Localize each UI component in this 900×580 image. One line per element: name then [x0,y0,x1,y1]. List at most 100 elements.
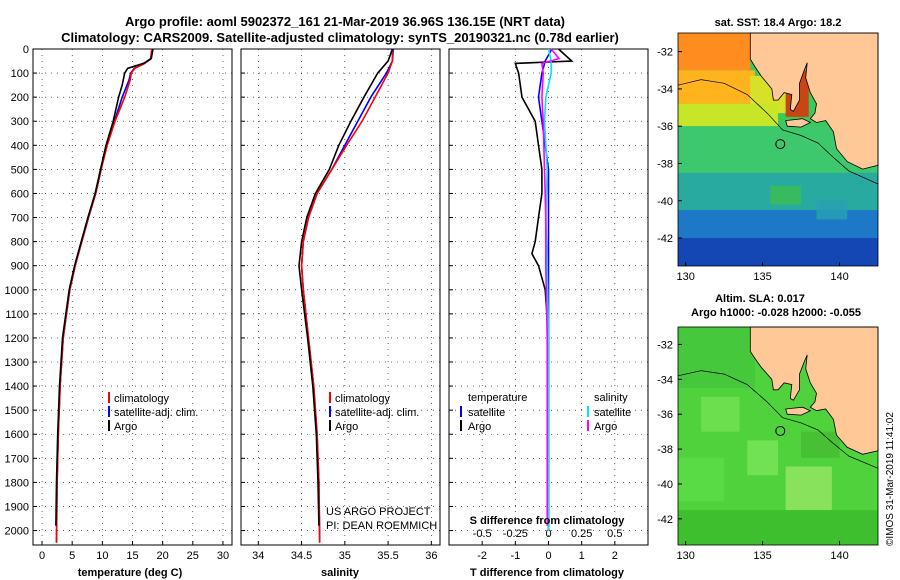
legend-argo-label: Argo [335,421,358,433]
x-tick-label: 30 [217,550,229,562]
y-tick-label: 100 [11,68,29,80]
x-axis-label: T difference from climatology [470,567,625,579]
x-tick-label: 5 [69,550,75,562]
map-ocean-patch [678,70,755,104]
legend-climatology-label: climatology [335,393,391,405]
map-lat-label: -40 [657,196,673,208]
legend-argo-label: Argo [114,421,137,433]
y-tick-label: 500 [11,164,29,176]
x-tick-label: 20 [157,550,169,562]
plot-frame [240,48,441,546]
map-lat-label: -36 [657,409,673,421]
top-tick-label: 0.25 [571,528,592,540]
y-tick-label: 600 [11,188,29,200]
y-tick-label: 1700 [5,453,29,465]
imos-credit: ©IMOS 31-Mar-2019 11:41:02 [885,412,896,546]
map-ocean-patch [678,510,878,545]
map-island [785,118,812,128]
x-tick-label: 36 [425,550,437,562]
legend-temperature-heading: temperature [468,392,527,404]
y-tick-label: 1900 [5,501,29,513]
figure-title-line1: Argo profile: aoml 5902372_161 21-Mar-20… [125,14,565,29]
y-tick-label: 1200 [5,333,29,345]
map-ocean-patch [678,210,878,239]
y-tick-label: 1400 [5,381,29,393]
sst-map: 130 135 140 -32 -34 -36 -38 -40 -42 [657,32,879,283]
x-tick-label: 15 [126,550,138,562]
plot-frame [32,48,233,546]
map-shelf-contour [677,79,879,185]
difference-legend-temperature: temperature satellite Argo [460,392,527,433]
map-land [749,32,879,170]
x-tick-label: 35 [339,550,351,562]
legend-climatology-label: climatology [114,393,170,405]
x-tick-label: 34.5 [291,550,312,562]
y-tick-label: 700 [11,213,29,225]
sla-map-title-line2: Argo h1000: -0.028 h2000: -0.055 [691,307,861,319]
map-lon-label: 135 [753,550,771,562]
map-lat-label: -32 [657,47,673,59]
y-tick-label: 800 [11,237,29,249]
y-tick-label: 1100 [5,309,29,321]
map-lon-label: 130 [677,550,695,562]
series-line-s-argo [541,48,561,526]
legend-t-argo-label: Argo [468,421,491,433]
legend-salinity-heading: salinity [594,392,628,404]
y-tick-label: 1800 [5,477,29,489]
map-shelf-contour [677,370,879,469]
project-label: US ARGO PROJECT [326,506,431,518]
x-axis-label: temperature (deg C) [78,567,183,579]
legend-satellite-label: satellite-adj. clim. [114,407,198,419]
map-land [749,326,879,455]
s-difference-axis-label: S difference from climatology [470,515,626,527]
map-lat-label: -34 [657,374,673,386]
map-lat-label: -32 [657,339,673,351]
x-axis-label: salinity [321,567,360,579]
map-lat-label: -36 [657,121,673,133]
map-frame [677,32,879,267]
x-tick-label: 0 [39,550,45,562]
map-lat-label: -38 [657,444,673,456]
pi-label: PI: DEAN ROEMMICH [326,520,437,532]
x-tick-label: 35.5 [377,550,398,562]
map-lon-label: 140 [830,271,848,283]
figure-title-line2: Climatology: CARS2009. Satellite-adjuste… [61,30,619,45]
series-line-argo [298,48,394,526]
map-ocean-patch [678,238,878,266]
series-line-argo [55,48,154,526]
map-lon-label: 135 [753,271,771,283]
y-tick-label: 0 [23,44,29,56]
sla-map-title-line1: Altim. SLA: 0.017 [715,293,805,305]
temperature-panel: 0100200300400500600700800900100011001200… [5,44,233,579]
salinity-legend: climatology satellite-adj. clim. Argo [329,392,419,433]
x-tick-label: -2 [477,550,487,562]
float-position-marker [775,425,786,436]
map-lat-label: -42 [657,233,673,245]
legend-s-satellite-label: satellite [594,407,631,419]
y-tick-label: 1600 [5,429,29,441]
top-tick-label: -0.25 [503,528,528,540]
x-tick-label: 0 [545,550,551,562]
x-tick-label: 2 [612,550,618,562]
map-ocean-patch [678,327,755,389]
map-ocean-patch [678,103,778,127]
legend-satellite-label: satellite-adj. clim. [335,407,419,419]
map-ocean-patch [701,396,740,432]
map-lon-label: 130 [677,271,695,283]
map-ocean-patch [816,200,848,220]
y-tick-label: 1500 [5,405,29,417]
x-tick-label: 25 [187,550,199,562]
map-lat-label: -40 [657,479,673,491]
x-tick-label: 34 [252,550,264,562]
top-tick-label: 0 [545,528,551,540]
map-ocean-patch [747,440,778,476]
y-tick-label: 1000 [5,285,29,297]
map-ocean-patch [678,33,751,71]
x-tick-label: -1 [510,550,520,562]
map-island [785,406,812,416]
series-line-s-satellite [543,48,553,531]
legend-t-satellite-label: satellite [468,407,505,419]
map-ocean-patch [801,431,840,458]
y-tick-label: 200 [11,92,29,104]
map-lon-label: 140 [830,550,848,562]
